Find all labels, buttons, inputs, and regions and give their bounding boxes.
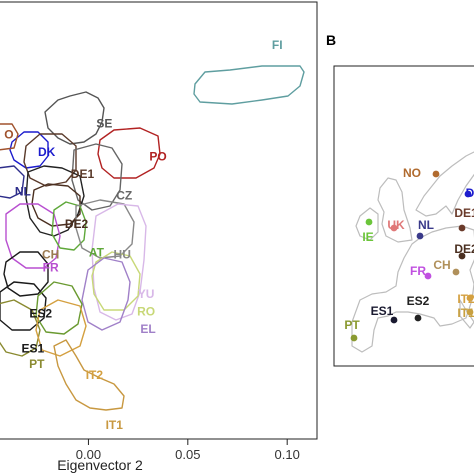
coastline-italy: [459, 299, 474, 329]
coastline-scandinavia: [415, 151, 474, 217]
region-outline-FI: [193, 65, 305, 105]
region-outline-FR: [5, 203, 61, 269]
region-label-CH: CH: [42, 248, 59, 262]
region-label-IT1: IT1: [106, 418, 124, 432]
region-label-ES2: ES2: [29, 307, 52, 321]
region-label-FR: FR: [43, 261, 59, 275]
map-point-DE2: [458, 252, 466, 260]
map-point-NL: [416, 232, 424, 240]
region-outline-IT2: [35, 299, 87, 357]
region-label-PT: PT: [29, 357, 45, 371]
region-outline-AT: [51, 201, 87, 251]
region-label-RO: RO: [137, 304, 155, 318]
map-point-FR: [424, 272, 432, 280]
region-outline-green: [35, 281, 83, 335]
region-outline-PO: [97, 127, 161, 179]
map-point-label-IE: IE: [362, 230, 373, 244]
region-outline-IT1: [53, 339, 125, 411]
map-point-NO: [432, 170, 440, 178]
coastline-continent: [351, 225, 474, 353]
region-label-DK: DK: [38, 145, 56, 159]
region-label-AT: AT: [89, 245, 105, 259]
region-label-EL: EL: [140, 322, 155, 336]
map-point-IE: [365, 218, 373, 226]
map-point-label-FR: FR: [410, 264, 426, 278]
region-outline-ES2: [3, 251, 49, 297]
region-outline-RO: [91, 251, 141, 311]
region-outline-black-large: [25, 165, 85, 237]
map-point-label-NL: NL: [418, 218, 434, 232]
map-point-label-UK: UK: [387, 218, 405, 232]
coastline-great-britain: [377, 177, 413, 243]
plot-frame: [0, 1, 318, 440]
x-tick-label: 0.05: [175, 447, 200, 462]
map-point-label-DE2: DE2: [454, 242, 474, 256]
map-point-ES2: [414, 314, 422, 322]
region-outline-HU: [75, 199, 135, 259]
map-point-ES1: [390, 316, 398, 324]
map-frame: [333, 65, 474, 367]
panel-b-letter: B: [326, 32, 336, 48]
region-outline-PT: [0, 299, 41, 357]
region-outline-DK: [9, 131, 49, 169]
region-label-O: O: [4, 127, 13, 141]
region-label-PO: PO: [149, 149, 166, 163]
map-point-label-ES2: ES2: [407, 294, 430, 308]
europe-coastline: [351, 151, 474, 353]
x-axis: 0.00 0.05 0.10: [76, 439, 300, 462]
map-point-label-D: D: [466, 186, 474, 200]
coastline-ireland: [355, 207, 379, 241]
x-tick-label: 0.10: [275, 447, 300, 462]
region-label-SE: SE: [96, 117, 112, 131]
region-label-FI: FI: [272, 38, 283, 52]
region-outline-NL: [0, 165, 25, 199]
map-point-UK: [390, 224, 398, 232]
region-outline-DE1: [23, 133, 77, 187]
map-point-PT: [350, 334, 358, 342]
region-label-YU: YU: [138, 287, 155, 301]
region-outline-CZ: [71, 143, 123, 211]
region-outline-O: [0, 123, 19, 151]
map-point-label-CH: CH: [433, 258, 450, 272]
map-point-label-DE1: DE1: [454, 206, 474, 220]
map-point-label-NO: NO: [403, 166, 421, 180]
region-label-DE1: DE1: [71, 167, 95, 181]
region-outline-YU: [91, 203, 147, 321]
region-outline-EL: [81, 257, 131, 331]
x-axis-title: Eigenvector 2: [57, 457, 143, 473]
map-point-label-IT2: IT2: [457, 292, 474, 306]
map-point-label-IT1: IT1: [457, 306, 474, 320]
region-outline-SE: [44, 91, 105, 145]
map-point-label-ES1: ES1: [371, 304, 394, 318]
region-label-ES1: ES1: [21, 342, 44, 356]
region-label-NL: NL: [15, 184, 31, 198]
region-outline-DE2: [31, 183, 81, 227]
x-tick-label: 0.00: [76, 447, 101, 462]
map-point-DE1: [458, 224, 466, 232]
map-point-IT1: [466, 308, 474, 316]
region-label-CZ: CZ: [116, 189, 132, 203]
region-label-IT2: IT2: [86, 368, 104, 382]
map-point-D: [464, 190, 472, 198]
map-point-CH: [452, 268, 460, 276]
region-outline-ES1: [0, 281, 47, 331]
region-label-HU: HU: [114, 248, 131, 262]
map-point-IT2: [466, 294, 474, 302]
region-outlines: [0, 65, 305, 411]
region-label-DE2: DE2: [65, 217, 89, 231]
map-point-label-PT: PT: [344, 318, 360, 332]
